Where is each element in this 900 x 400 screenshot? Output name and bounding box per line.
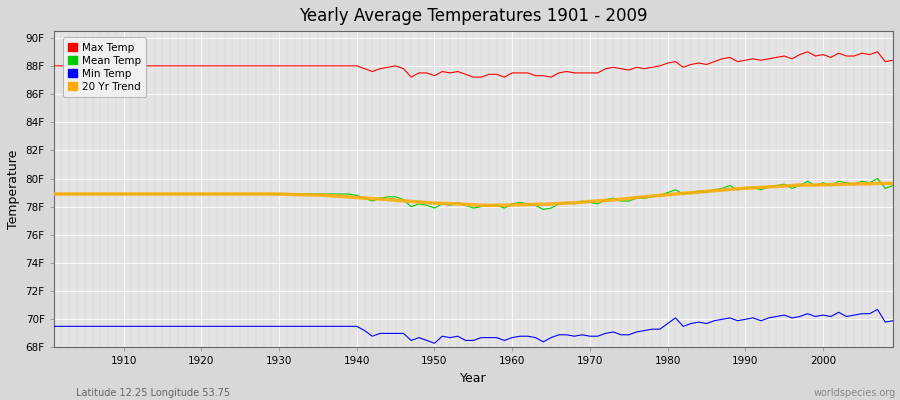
Text: worldspecies.org: worldspecies.org [814,388,896,398]
X-axis label: Year: Year [460,372,487,385]
Title: Yearly Average Temperatures 1901 - 2009: Yearly Average Temperatures 1901 - 2009 [299,7,648,25]
Y-axis label: Temperature: Temperature [7,149,20,229]
Text: Latitude 12.25 Longitude 53.75: Latitude 12.25 Longitude 53.75 [76,388,230,398]
Legend: Max Temp, Mean Temp, Min Temp, 20 Yr Trend: Max Temp, Mean Temp, Min Temp, 20 Yr Tre… [63,38,146,97]
